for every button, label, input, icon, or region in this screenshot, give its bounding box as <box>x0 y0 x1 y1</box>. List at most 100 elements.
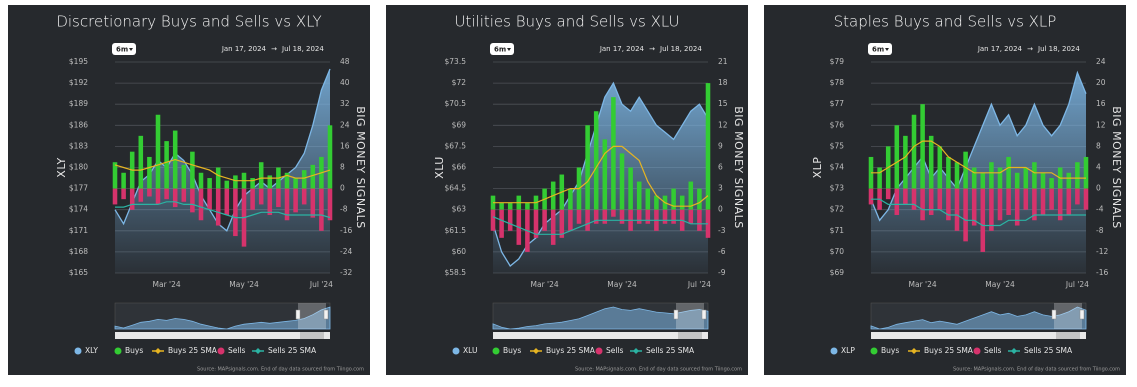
signal-bar <box>1066 172 1072 189</box>
y2-tick-label: 0 <box>1096 184 1101 193</box>
signal-bar <box>293 178 298 189</box>
signal-bar <box>258 162 264 189</box>
x-tick-label: Jul '24 <box>1065 280 1089 289</box>
scrollbar-track <box>115 332 330 339</box>
signal-bar <box>611 209 616 217</box>
scrollbar-thumb[interactable] <box>1056 332 1080 339</box>
signal-bar <box>181 188 187 202</box>
y2-tick-label: -8 <box>340 205 348 214</box>
legend-label[interactable]: Buys 25 SMA <box>546 346 596 355</box>
y2-tick-label: -24 <box>340 247 352 256</box>
y2-tick-label: -12 <box>1096 247 1108 256</box>
legend-label[interactable]: Buys <box>125 346 143 355</box>
signal-bar <box>310 164 316 189</box>
legend-label[interactable]: Sells <box>228 346 246 355</box>
range-button-label: 6m <box>872 46 884 54</box>
legend-label[interactable]: Sells 25 SMA <box>268 346 317 355</box>
legend-label[interactable]: Sells <box>606 346 624 355</box>
signal-bar <box>963 188 968 242</box>
y-tick-label: $63 <box>452 205 467 214</box>
signal-bar <box>147 188 152 197</box>
y2-tick-label: 24 <box>1096 57 1106 66</box>
y2-tick-label: 15 <box>718 99 728 108</box>
legend-label[interactable]: XLP <box>841 346 855 355</box>
signal-bar <box>164 188 169 200</box>
sma-line <box>114 158 331 182</box>
x-tick-label: Jul '24 <box>309 280 333 289</box>
navigator-handle[interactable] <box>323 309 329 320</box>
legend-marker <box>217 347 225 355</box>
x-tick-label: Jul '24 <box>687 280 711 289</box>
signal-bar <box>894 125 900 189</box>
y2-tick-label: 8 <box>340 163 345 172</box>
navigator-selection[interactable] <box>676 303 704 329</box>
x-tick-label: Mar '24 <box>531 280 559 289</box>
signal-bar <box>619 153 625 210</box>
range-button[interactable] <box>490 43 514 55</box>
legend-marker <box>830 347 838 355</box>
navigator-area <box>114 306 331 330</box>
navigator-handle[interactable] <box>295 309 301 320</box>
signal-bar <box>138 188 144 202</box>
range-button[interactable] <box>112 43 136 55</box>
signal-bar <box>576 209 582 224</box>
legend-label[interactable]: Buys <box>881 346 899 355</box>
source-note: Source: MAPsignals.com. End of day data … <box>953 367 1120 373</box>
signal-bar <box>1049 188 1054 210</box>
signal-bar <box>585 125 590 210</box>
legend-label[interactable]: Sells <box>984 346 1002 355</box>
signal-bar <box>224 188 230 215</box>
legend-label[interactable]: XLU <box>463 346 477 355</box>
signal-bar <box>989 188 994 231</box>
signal-bar <box>490 209 496 231</box>
y-axis-title: XLU <box>433 156 446 179</box>
signal-bar <box>903 135 908 189</box>
signal-bar <box>980 188 986 252</box>
signal-bar <box>215 167 221 189</box>
signal-bar <box>224 180 230 189</box>
date-to: Jul 18, 2024 <box>281 45 324 53</box>
signal-bar <box>937 188 943 210</box>
signal-bar <box>885 188 891 200</box>
signal-bar <box>980 172 986 189</box>
signal-bar <box>602 139 608 210</box>
signal-bar <box>327 188 333 221</box>
signal-bar <box>1032 188 1037 221</box>
date-to: Jul 18, 2024 <box>1037 45 1080 53</box>
y-tick-label: $195 <box>69 57 88 66</box>
navigator-selection[interactable] <box>298 303 326 329</box>
scrollbar-thumb[interactable] <box>300 332 324 339</box>
legend-label[interactable]: Buys 25 SMA <box>168 346 218 355</box>
scrollbar-thumb[interactable] <box>678 332 702 339</box>
y-tick-label: $73 <box>830 184 845 193</box>
legend-label[interactable]: Sells 25 SMA <box>646 346 695 355</box>
navigator-handle[interactable] <box>673 309 679 320</box>
navigator-selection[interactable] <box>1054 303 1082 329</box>
navigator-handle[interactable] <box>1079 309 1085 320</box>
signal-bar <box>705 83 711 210</box>
scrollbar-track <box>493 332 708 339</box>
legend-label[interactable]: Buys <box>503 346 521 355</box>
legend-label[interactable]: Sells 25 SMA <box>1024 346 1073 355</box>
signal-bar <box>293 188 298 213</box>
legend-label[interactable]: XLY <box>85 346 98 355</box>
signal-bar <box>301 170 307 189</box>
date-from: Jan 17, 2024 <box>221 45 267 53</box>
signal-bar <box>198 188 204 221</box>
range-button[interactable] <box>868 43 892 55</box>
navigator-handle[interactable] <box>1051 309 1057 320</box>
signal-bar <box>662 209 668 224</box>
signal-bar <box>507 209 513 231</box>
chart-title: Staples Buys and Sells vs XLP <box>834 13 1057 31</box>
y-tick-label: $76 <box>830 120 845 129</box>
signal-bar <box>645 209 651 224</box>
navigator-handle[interactable] <box>701 309 707 320</box>
y2-tick-label: 16 <box>1096 99 1106 108</box>
signal-bar <box>928 188 934 215</box>
signal-bar <box>619 209 625 224</box>
signal-bar <box>1006 188 1011 215</box>
legend-label[interactable]: Buys 25 SMA <box>924 346 974 355</box>
signal-bar <box>190 188 195 213</box>
y2-tick-label: -4 <box>1096 205 1104 214</box>
y-tick-label: $77 <box>830 99 845 108</box>
